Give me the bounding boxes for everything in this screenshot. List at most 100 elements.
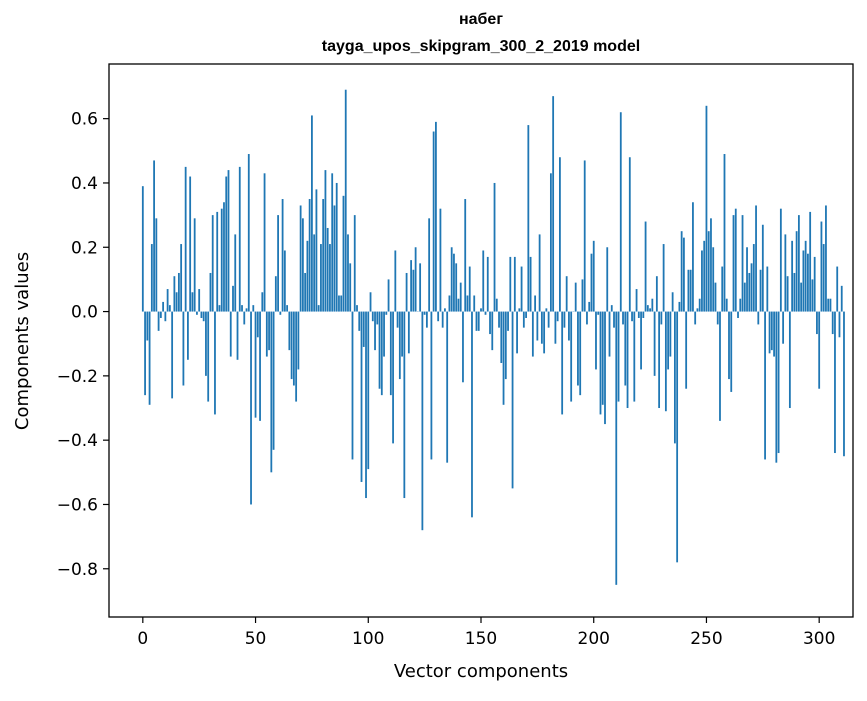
bar-231: [663, 244, 665, 312]
x-tick-label: 100: [352, 629, 384, 649]
bar-222: [642, 312, 644, 318]
bar-19: [185, 167, 187, 312]
bar-96: [358, 312, 360, 331]
bar-184: [557, 312, 559, 322]
y-tick-label: 0.4: [71, 174, 98, 194]
bar-305: [830, 299, 832, 312]
bar-71: [302, 218, 304, 311]
bar-244: [692, 202, 694, 311]
bar-167: [518, 308, 520, 311]
bar-80: [322, 199, 324, 312]
bar-49: [252, 305, 254, 311]
bar-207: [609, 312, 611, 357]
bar-88: [340, 295, 342, 311]
bar-125: [424, 312, 426, 315]
bar-159: [500, 312, 502, 363]
bar-116: [403, 312, 405, 498]
bar-27: [203, 312, 205, 322]
bar-226: [651, 299, 653, 312]
bar-33: [216, 212, 218, 312]
bar-214: [624, 312, 626, 386]
bar-117: [406, 273, 408, 312]
bar-15: [176, 292, 178, 311]
bar-7: [158, 312, 160, 331]
bar-229: [658, 312, 660, 408]
bar-194: [579, 312, 581, 396]
bar-245: [694, 312, 696, 325]
bar-235: [672, 292, 674, 311]
bar-300: [818, 312, 820, 389]
bar-224: [647, 305, 649, 311]
bar-218: [633, 312, 635, 402]
bar-55: [266, 312, 268, 357]
bar-48: [250, 312, 252, 505]
bar-276: [764, 312, 766, 460]
bar-250: [706, 106, 708, 312]
bar-115: [401, 312, 403, 357]
bar-162: [507, 312, 509, 331]
bar-206: [606, 247, 608, 311]
bar-291: [798, 215, 800, 311]
bar-267: [744, 283, 746, 312]
x-tick-label: 50: [245, 629, 267, 649]
bar-18: [183, 312, 185, 386]
bar-131: [437, 312, 439, 322]
bar-132: [440, 209, 442, 312]
bar-220: [638, 312, 640, 318]
bar-42: [237, 312, 239, 360]
bar-23: [194, 218, 196, 311]
bar-32: [214, 312, 216, 415]
bar-144: [467, 295, 469, 311]
bar-31: [212, 215, 214, 311]
bar-230: [660, 312, 662, 325]
bar-11: [167, 289, 169, 312]
bar-301: [821, 222, 823, 312]
bar-134: [444, 308, 446, 311]
bar-106: [381, 312, 383, 396]
bar-225: [649, 308, 651, 311]
bar-151: [482, 250, 484, 311]
bar-10: [164, 312, 166, 322]
bar-103: [374, 312, 376, 351]
bar-203: [600, 312, 602, 415]
bar-262: [733, 215, 735, 311]
bar-208: [611, 305, 613, 311]
bar-147: [473, 295, 475, 311]
bar-67: [293, 312, 295, 386]
bar-233: [667, 312, 669, 370]
bar-232: [665, 312, 667, 412]
bar-254: [715, 283, 717, 312]
bar-85: [334, 205, 336, 311]
bar-65: [288, 312, 290, 351]
bar-38: [228, 170, 230, 311]
bar-202: [597, 312, 599, 315]
bar-243: [690, 270, 692, 312]
bar-81: [325, 170, 327, 311]
bar-149: [478, 312, 480, 331]
bar-190: [570, 312, 572, 402]
bar-259: [726, 299, 728, 312]
bar-40: [232, 286, 234, 312]
bar-172: [530, 257, 532, 312]
bar-90: [345, 90, 347, 312]
bar-248: [701, 250, 703, 311]
bar-249: [703, 241, 705, 312]
x-tick-label: 300: [803, 629, 835, 649]
y-tick-label: 0.6: [71, 110, 98, 130]
bar-120: [412, 270, 414, 312]
bar-123: [419, 263, 421, 311]
bar-37: [225, 177, 227, 312]
y-tick-label: −0.2: [57, 367, 98, 387]
bar-114: [399, 312, 401, 380]
bar-182: [552, 96, 554, 311]
bar-93: [352, 312, 354, 460]
bar-287: [789, 312, 791, 408]
bar-215: [627, 312, 629, 408]
bar-140: [458, 299, 460, 312]
bar-155: [491, 312, 493, 351]
bar-197: [586, 312, 588, 325]
bar-112: [394, 250, 396, 311]
bar-175: [536, 312, 538, 341]
bar-113: [397, 312, 399, 328]
